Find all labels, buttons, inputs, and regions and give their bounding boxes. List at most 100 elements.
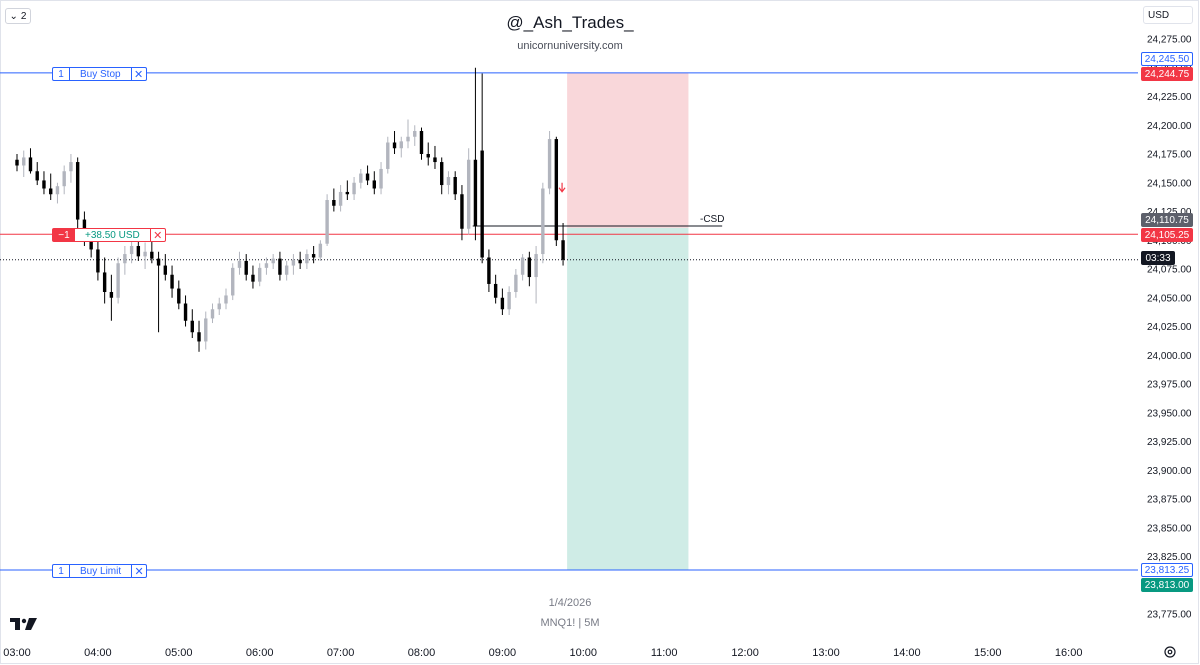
candle-body	[507, 292, 511, 310]
candle-body	[527, 257, 532, 278]
candle-body	[453, 177, 457, 195]
candle-body	[419, 131, 424, 154]
price-axis-tick: 23,900.00	[1147, 466, 1192, 477]
candle-body	[109, 292, 114, 298]
candle-body	[224, 295, 228, 304]
stop-level-price-tag: 24,244.75	[1141, 67, 1193, 81]
candle-body	[75, 162, 80, 220]
close-icon[interactable]: ✕	[131, 565, 146, 578]
position-label[interactable]: −1 +38.50 USD ✕	[52, 228, 166, 242]
candle-body	[500, 297, 505, 310]
candle-body	[460, 194, 464, 229]
sell-arrow-icon	[558, 182, 566, 193]
watermark-symbol: MNQ1! | 5M	[540, 617, 600, 629]
time-axis-tick: 09:00	[489, 647, 517, 659]
order-name: Buy Stop	[80, 68, 121, 80]
price-axis-tick: 24,275.00	[1147, 35, 1192, 46]
candle-body	[379, 168, 383, 189]
interval-selector[interactable]: ⌄ 2	[5, 8, 31, 24]
candle-body	[183, 303, 188, 321]
candle-body	[291, 259, 296, 266]
currency-selector[interactable]: USD	[1143, 6, 1193, 24]
candle-body	[271, 258, 275, 264]
candle-body	[278, 258, 282, 275]
position-pnl: +38.50 USD	[85, 229, 140, 241]
candle-body	[466, 159, 471, 229]
candle-body	[143, 251, 147, 257]
buy-limit-price-tag: 23,813.25	[1141, 563, 1193, 577]
candle-body	[480, 150, 484, 258]
order-name: Buy Limit	[80, 565, 122, 577]
candle-body	[177, 288, 181, 304]
candle-body	[534, 254, 538, 278]
close-icon[interactable]: ✕	[130, 68, 146, 81]
candle-body	[15, 159, 19, 166]
watermark-subtitle: unicornuniversity.com	[517, 40, 623, 52]
candle-body	[150, 251, 154, 259]
chevron-down-icon: ⌄	[9, 10, 18, 22]
candle-body	[561, 240, 565, 260]
candle-body	[204, 318, 208, 342]
price-axis-tick: 23,825.00	[1147, 552, 1192, 563]
candle-body	[332, 200, 336, 206]
candle-body	[197, 332, 201, 342]
currency-label: USD	[1148, 9, 1170, 21]
price-axis-tick: 24,150.00	[1147, 178, 1192, 189]
candle-body	[170, 274, 174, 289]
candle-body	[514, 274, 518, 292]
price-axis-tick: 24,125.00	[1147, 207, 1192, 218]
stop-loss-zone[interactable]	[567, 72, 689, 228]
watermark-date: 1/4/2026	[548, 597, 592, 609]
candle-body	[473, 159, 478, 227]
candle-body	[28, 157, 33, 172]
candle-body	[264, 263, 269, 268]
candle-body	[352, 182, 356, 195]
candle-body	[123, 254, 127, 264]
time-axis-tick: 06:00	[246, 647, 274, 659]
price-axis-tick: 23,875.00	[1147, 495, 1192, 506]
candle-body	[69, 162, 73, 172]
interval-count: 2	[20, 10, 27, 22]
candle-body	[190, 320, 194, 333]
candle-body	[237, 260, 242, 268]
countdown-tag: 03:33	[1141, 251, 1175, 265]
candle-body	[487, 257, 491, 284]
candle-body	[446, 177, 451, 186]
price-axis-tick: 23,850.00	[1147, 523, 1192, 534]
candle-body	[251, 274, 255, 282]
candle-body	[49, 188, 53, 195]
price-axis-tick: 24,025.00	[1147, 322, 1192, 333]
time-axis-tick: 10:00	[570, 647, 598, 659]
price-axis-tick: 24,000.00	[1147, 351, 1192, 362]
candle-body	[305, 254, 309, 264]
candle-body	[217, 303, 221, 310]
candle-body	[163, 265, 168, 275]
candle-body	[244, 260, 248, 275]
candle-body	[554, 139, 559, 241]
take-profit-zone[interactable]	[567, 227, 689, 571]
gear-icon[interactable]	[1163, 645, 1177, 659]
position-qty: −1	[53, 229, 75, 241]
candle-body	[520, 257, 525, 275]
candle-body	[62, 171, 66, 187]
buy-stop-order-label[interactable]: 1 Buy Stop ✕	[52, 67, 147, 81]
candle-body	[318, 243, 323, 258]
candle-body	[365, 173, 370, 181]
price-axis-tick: 23,950.00	[1147, 408, 1192, 419]
candle-body	[231, 267, 235, 296]
price-axis-tick: 23,925.00	[1147, 437, 1192, 448]
candle-body	[116, 263, 120, 298]
candle-body	[298, 259, 302, 264]
time-axis-tick: 04:00	[84, 647, 112, 659]
candle-body	[345, 191, 350, 195]
candle-body	[413, 131, 417, 137]
time-axis-tick: 07:00	[327, 647, 355, 659]
candle-body	[156, 258, 161, 266]
candle-body	[96, 249, 100, 273]
close-icon[interactable]: ✕	[149, 229, 165, 242]
buy-limit-order-label[interactable]: 1 Buy Limit ✕	[52, 564, 148, 578]
price-axis-tick: 24,200.00	[1147, 121, 1192, 132]
time-axis-tick: 11:00	[651, 647, 678, 659]
